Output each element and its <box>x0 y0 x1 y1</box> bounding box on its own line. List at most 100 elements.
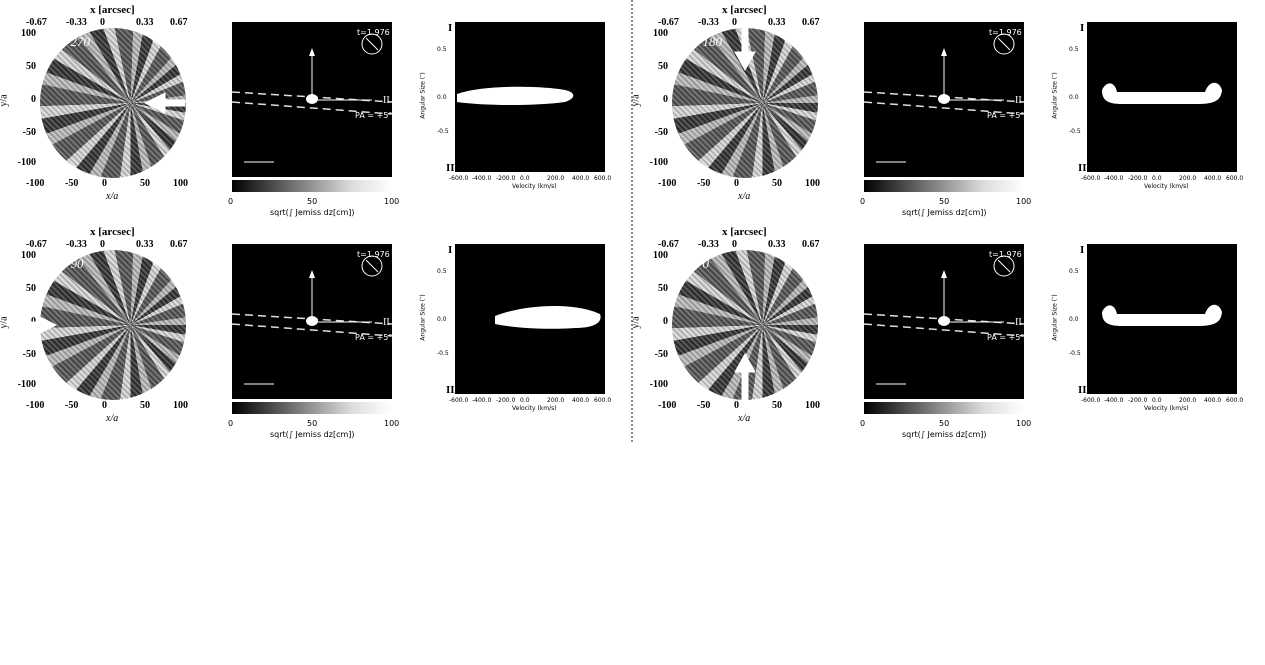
colorbar-tick: 50 <box>307 419 318 428</box>
top-tick: -0.33 <box>698 239 719 250</box>
slit-label-i: I <box>448 22 453 34</box>
figure-group-1: x [arcsec] -0.67 -0.33 0 0.33 0.67 100 50 0 -50 -1… <box>631 0 1265 443</box>
position-velocity-image <box>1087 22 1237 172</box>
top-tick: 0.67 <box>170 239 188 250</box>
position-angle-label: PA = +5° <box>355 333 393 342</box>
pv-xtick: 200.0 <box>547 175 565 182</box>
pv-ytick: 0.5 <box>437 46 447 53</box>
pv-xtick: -400.0 <box>472 175 492 182</box>
bottom-tick: -50 <box>65 178 79 189</box>
bottom-tick: -100 <box>26 400 45 411</box>
colorbar <box>864 180 1024 192</box>
top-tick: 0.33 <box>768 239 786 250</box>
pv-x-axis-label: Velocity (km/s) <box>1144 183 1189 190</box>
pv-ytick: -0.5 <box>437 128 449 135</box>
pv-xtick: -600.0 <box>449 397 469 404</box>
top-tick: 0.33 <box>136 17 154 28</box>
top-axis-label: x [arcsec] <box>722 226 767 238</box>
position-angle-label: PA = +5° <box>355 111 393 120</box>
viewing-direction-arrow <box>9 314 58 336</box>
colorbar-label: sqrt(∫ Jemiss dz[cm]) <box>902 430 987 439</box>
bottom-tick: -100 <box>658 400 677 411</box>
colorbar <box>864 402 1024 414</box>
pv-xtick: -600.0 <box>449 175 469 182</box>
colorbar-tick: 50 <box>307 197 318 206</box>
pv-x-axis-label: Velocity (km/s) <box>512 183 557 190</box>
colorbar-tick: 0 <box>860 197 866 206</box>
pv-xtick: 200.0 <box>1179 397 1197 404</box>
colorbar <box>232 180 392 192</box>
panel-separator <box>631 0 633 443</box>
bottom-tick: 0 <box>734 178 739 189</box>
pv-y-axis-label: Angular Size (″) <box>1051 72 1059 119</box>
pv-ytick: 0.5 <box>437 268 447 275</box>
colorbar-label: sqrt(∫ Jemiss dz[cm]) <box>270 430 355 439</box>
colorbar-tick: 0 <box>860 419 866 428</box>
pv-xtick: 400.0 <box>1204 175 1222 182</box>
colorbar-tick: 100 <box>384 419 400 428</box>
pv-x-axis-label: Velocity (km/s) <box>512 405 557 412</box>
pv-xtick: 200.0 <box>1179 175 1197 182</box>
left-tick: 100 <box>653 28 668 39</box>
bottom-tick: 50 <box>772 400 782 411</box>
colorbar-tick: 0 <box>228 419 234 428</box>
time-label: t=1.976 <box>989 28 1022 37</box>
top-tick: -0.67 <box>658 17 679 28</box>
pv-ytick: -0.5 <box>437 350 449 357</box>
pv-xtick: 600.0 <box>594 397 612 404</box>
time-label: t=1.976 <box>989 250 1022 259</box>
top-axis-label: x [arcsec] <box>90 4 135 16</box>
colorbar-tick: 100 <box>384 197 400 206</box>
left-tick: 0 <box>663 316 668 327</box>
time-label: t=1.976 <box>357 250 390 259</box>
pv-xtick: 0.0 <box>1152 397 1162 404</box>
pv-xtick: -600.0 <box>1081 175 1101 182</box>
bottom-tick: -50 <box>65 400 79 411</box>
slit-label-ii: II <box>383 317 390 328</box>
pv-xtick: 600.0 <box>594 175 612 182</box>
projection-image <box>864 22 1024 177</box>
bottom-tick: 50 <box>772 178 782 189</box>
pv-y-axis-label: Angular Size (″) <box>1051 294 1059 341</box>
viewing-direction-arrow <box>734 27 756 72</box>
top-tick: -0.33 <box>66 239 87 250</box>
pv-xtick: -200.0 <box>1128 175 1148 182</box>
pv-xtick: -400.0 <box>1104 175 1124 182</box>
top-tick: -0.67 <box>658 239 679 250</box>
top-tick: 0.33 <box>768 17 786 28</box>
bottom-tick: 0 <box>734 400 739 411</box>
bottom-tick: 100 <box>805 400 820 411</box>
left-tick: -50 <box>654 127 668 138</box>
pv-xtick: -200.0 <box>496 175 516 182</box>
omega-label: ω = 0 <box>678 256 709 271</box>
bottom-tick: 100 <box>805 178 820 189</box>
position-velocity-image <box>455 22 605 172</box>
pv-ytick: 0.0 <box>437 316 447 323</box>
left-tick: -100 <box>649 379 668 390</box>
pv-ytick: 0.0 <box>437 94 447 101</box>
left-tick: 50 <box>658 283 668 294</box>
pv-x-axis-label: Velocity (km/s) <box>1144 405 1189 412</box>
bottom-tick: -100 <box>26 178 45 189</box>
left-tick: 100 <box>21 28 36 39</box>
pv-xtick: 400.0 <box>572 397 590 404</box>
figure-group-0: x [arcsec] -0.67 -0.33 0 0.33 0.67 100 50 0 -50 -1… <box>0 4 612 217</box>
left-tick: 50 <box>658 61 668 72</box>
pv-xtick: 0.0 <box>520 175 530 182</box>
projection-image <box>232 22 392 177</box>
left-tick: -100 <box>17 157 36 168</box>
top-tick: 0 <box>100 239 105 250</box>
colorbar-tick: 100 <box>1016 419 1032 428</box>
top-tick: -0.67 <box>26 17 47 28</box>
bottom-tick: -50 <box>697 400 711 411</box>
pv-ytick: -0.5 <box>1069 350 1081 357</box>
slit-label-i: I <box>1080 244 1085 256</box>
time-label: t=1.976 <box>152 258 185 267</box>
top-tick: 0.67 <box>802 239 820 250</box>
top-tick: 0.33 <box>136 239 154 250</box>
pv-xtick: -600.0 <box>1081 397 1101 404</box>
top-tick: 0 <box>732 239 737 250</box>
pv-ytick: 0.5 <box>1069 46 1079 53</box>
pv-ytick: 0.0 <box>1069 316 1079 323</box>
left-tick: 100 <box>653 250 668 261</box>
